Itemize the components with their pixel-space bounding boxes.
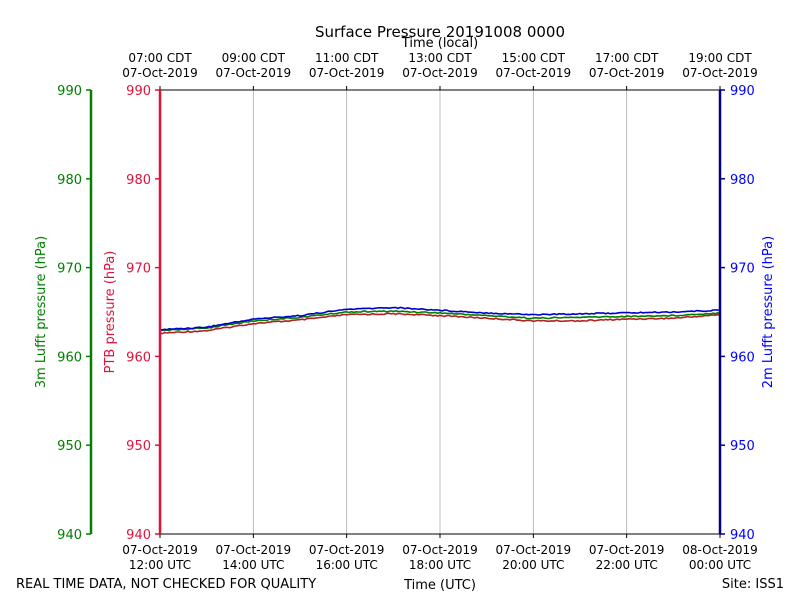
xtick-top-time-4: 15:00 CDT	[502, 51, 566, 65]
xtick-top-date-1: 07-Oct-2019	[216, 66, 292, 80]
ytick-label-2m-2: 960	[730, 350, 755, 365]
xtick-top-time-3: 13:00 CDT	[408, 51, 472, 65]
ytick-label-2m-3: 970	[730, 262, 755, 277]
top-axis-label: Time (local)	[401, 36, 478, 51]
xtick-top-time-6: 19:00 CDT	[688, 51, 752, 65]
xtick-bottom-date-0: 07-Oct-2019	[122, 543, 198, 557]
ytick-label-2m-0: 940	[730, 528, 755, 543]
series-line-2	[159, 306, 721, 332]
ytick-label-ptb-0: 940	[126, 528, 151, 543]
ytick-label-2m-1: 950	[730, 439, 755, 454]
bottom-axis-label: Time (UTC)	[403, 578, 476, 593]
xtick-bottom-date-4: 07-Oct-2019	[496, 543, 572, 557]
series-line-0	[159, 312, 721, 335]
xtick-bottom-date-6: 08-Oct-2019	[682, 543, 758, 557]
xtick-bottom-time-1: 14:00 UTC	[222, 558, 284, 572]
ytick-label-3m-4: 980	[57, 173, 82, 188]
ytick-label-ptb-1: 950	[126, 439, 151, 454]
series-layer	[159, 306, 721, 335]
xtick-top-time-0: 07:00 CDT	[128, 51, 192, 65]
ytick-label-3m-5: 990	[57, 84, 82, 99]
xtick-bottom-time-0: 12:00 UTC	[129, 558, 191, 572]
xtick-top-date-3: 07-Oct-2019	[402, 66, 478, 80]
ytick-label-3m-2: 960	[57, 350, 82, 365]
ytick-label-ptb-4: 980	[126, 173, 151, 188]
chart-title: Surface Pressure 20191008 0000	[315, 23, 565, 41]
xtick-top-date-0: 07-Oct-2019	[122, 66, 198, 80]
xtick-bottom-date-2: 07-Oct-2019	[309, 543, 385, 557]
xtick-top-date-5: 07-Oct-2019	[589, 66, 665, 80]
y-label-2m-lufft: 2m Lufft pressure (hPa)	[761, 236, 776, 388]
ytick-label-3m-3: 970	[57, 262, 82, 277]
y-label-ptb: PTB pressure (hPa)	[103, 251, 118, 374]
xtick-bottom-date-5: 07-Oct-2019	[589, 543, 665, 557]
series-line-1	[159, 309, 721, 332]
xtick-bottom-date-3: 07-Oct-2019	[402, 543, 478, 557]
xtick-bottom-date-1: 07-Oct-2019	[216, 543, 292, 557]
xtick-top-time-5: 17:00 CDT	[595, 51, 659, 65]
xtick-top-date-6: 07-Oct-2019	[682, 66, 758, 80]
xtick-bottom-time-4: 20:00 UTC	[502, 558, 564, 572]
xtick-top-date-2: 07-Oct-2019	[309, 66, 385, 80]
y-label-3m-lufft: 3m Lufft pressure (hPa)	[34, 236, 49, 388]
xtick-bottom-time-6: 00:00 UTC	[689, 558, 751, 572]
axes-layer: 940 940 940 950 950 950 960 960 960 970 970 970 980 9…	[57, 51, 758, 572]
xtick-bottom-time-3: 18:00 UTC	[409, 558, 471, 572]
ytick-label-3m-1: 950	[57, 439, 82, 454]
ytick-label-3m-0: 940	[57, 528, 82, 543]
ytick-label-ptb-3: 970	[126, 262, 151, 277]
ytick-label-2m-5: 990	[730, 84, 755, 99]
xtick-top-date-4: 07-Oct-2019	[496, 66, 572, 80]
ytick-label-ptb-2: 960	[126, 350, 151, 365]
xtick-top-time-1: 09:00 CDT	[222, 51, 286, 65]
xtick-bottom-time-5: 22:00 UTC	[596, 558, 658, 572]
ytick-label-ptb-5: 990	[126, 84, 151, 99]
quality-note: REAL TIME DATA, NOT CHECKED FOR QUALITY	[16, 577, 316, 592]
ytick-label-2m-4: 980	[730, 173, 755, 188]
xtick-top-time-2: 11:00 CDT	[315, 51, 379, 65]
site-label: Site: ISS1	[722, 577, 784, 592]
xtick-bottom-time-2: 16:00 UTC	[316, 558, 378, 572]
